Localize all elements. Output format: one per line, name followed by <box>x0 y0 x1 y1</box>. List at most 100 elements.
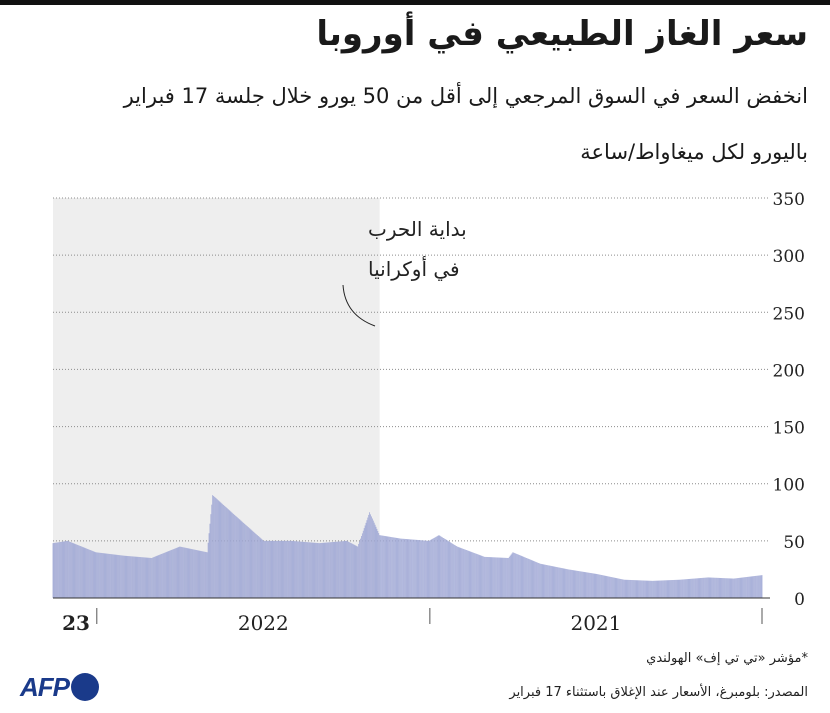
price-bar <box>101 553 103 598</box>
price-bar <box>604 575 606 598</box>
price-bar <box>601 575 603 598</box>
price-bar <box>161 553 162 598</box>
price-bar <box>233 514 235 598</box>
price-bar <box>260 538 262 598</box>
price-bar <box>221 503 223 598</box>
price-bar <box>278 540 280 598</box>
price-bar <box>632 580 634 598</box>
price-bar <box>409 539 411 598</box>
price-bar <box>258 536 260 598</box>
price-bar <box>107 553 109 598</box>
price-bar <box>187 548 189 598</box>
price-bar <box>428 540 430 598</box>
price-bar <box>382 535 383 598</box>
price-bar <box>624 579 626 598</box>
price-bar <box>697 578 699 598</box>
price-bar <box>714 577 715 598</box>
price-bar <box>412 539 413 598</box>
price-bar <box>626 579 628 598</box>
price-bar <box>658 580 660 598</box>
price-bar <box>434 537 436 598</box>
price-bar <box>547 565 548 598</box>
price-bar <box>315 542 317 598</box>
price-bar <box>421 540 423 598</box>
price-bar <box>446 540 448 598</box>
price-bar <box>427 540 429 598</box>
price-bar <box>430 539 432 598</box>
price-bar <box>650 580 652 598</box>
price-bar <box>275 540 277 598</box>
price-bar <box>722 578 724 598</box>
price-bar <box>299 541 301 598</box>
price-bar <box>557 567 558 598</box>
price-bar <box>152 557 153 598</box>
price-bar <box>670 580 672 598</box>
price-bar <box>725 578 726 598</box>
price-bar <box>100 552 101 598</box>
price-bar <box>519 555 521 598</box>
price-bar <box>363 528 365 598</box>
price-bar <box>78 545 79 598</box>
price-bar <box>193 549 194 598</box>
price-bar <box>92 551 94 598</box>
price-bar <box>444 538 445 598</box>
price-bar <box>569 569 571 598</box>
price-bar <box>300 541 302 598</box>
price-bar <box>600 574 601 598</box>
price-bar <box>645 580 647 598</box>
price-bar <box>713 577 715 598</box>
price-bar <box>214 496 215 598</box>
price-bar <box>358 543 360 598</box>
price-bar <box>687 579 689 598</box>
price-bar <box>757 575 759 598</box>
price-bar <box>546 565 548 598</box>
price-bar <box>590 572 591 598</box>
price-bar <box>588 572 590 598</box>
price-bar <box>192 549 193 598</box>
price-bar <box>587 572 589 598</box>
price-bar <box>611 577 613 598</box>
price-bar <box>384 536 386 598</box>
price-bar <box>692 578 694 598</box>
price-bar <box>556 567 558 598</box>
price-bar <box>79 545 80 598</box>
price-bar <box>349 542 350 598</box>
price-bar <box>62 541 64 598</box>
price-bar <box>180 546 182 598</box>
price-bar <box>230 511 232 598</box>
price-bar <box>90 550 92 598</box>
price-bar <box>642 580 643 598</box>
price-bar <box>606 576 608 598</box>
price-bar <box>370 514 371 598</box>
price-bar <box>416 539 418 598</box>
price-bar <box>516 553 517 598</box>
price-bar <box>548 565 549 598</box>
price-bar <box>464 549 465 598</box>
price-bar <box>493 557 495 598</box>
price-bar <box>162 553 163 598</box>
price-bar <box>719 577 721 598</box>
price-bar <box>614 577 616 598</box>
price-bar <box>470 551 472 598</box>
price-bar <box>319 543 320 598</box>
price-bar <box>91 550 93 598</box>
price-bar <box>544 564 546 598</box>
price-bar <box>640 580 642 598</box>
price-bar <box>598 574 600 598</box>
price-bar <box>373 522 375 598</box>
price-bar <box>304 541 306 598</box>
price-bar <box>100 552 102 598</box>
price-bar <box>61 541 63 598</box>
price-bar <box>352 544 354 598</box>
price-bar <box>105 553 107 598</box>
price-bar <box>512 552 514 598</box>
price-bar <box>244 523 246 598</box>
price-bar <box>653 580 655 598</box>
price-bar <box>153 556 155 598</box>
price-bar <box>52 543 54 598</box>
price-bar <box>449 542 451 598</box>
price-bar <box>263 540 265 598</box>
price-bar <box>360 538 361 598</box>
price-bar <box>429 540 431 598</box>
price-bar <box>541 564 543 598</box>
